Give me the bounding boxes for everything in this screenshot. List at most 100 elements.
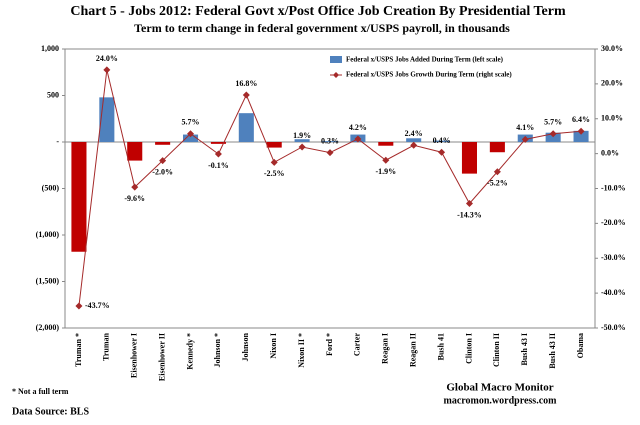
x-tick-label: Bush 43 II — [548, 333, 557, 369]
bar — [322, 141, 338, 142]
marker — [549, 130, 557, 138]
y2-tick-label: 30.0% — [601, 44, 623, 53]
bar — [266, 142, 282, 148]
y2-tick-label: -40.0% — [601, 288, 626, 297]
marker — [131, 183, 139, 191]
marker — [410, 141, 418, 149]
y2-tick-label: -20.0% — [601, 218, 626, 227]
data-label: 4.2% — [349, 123, 367, 132]
x-tick-label: Ford * — [325, 333, 334, 356]
data-label: 4.1% — [516, 123, 534, 132]
x-tick-label: Johnson * — [213, 333, 222, 367]
y2-tick-label: -50.0% — [601, 323, 626, 332]
data-label: -14.3% — [457, 210, 482, 219]
marker — [159, 157, 167, 165]
bar — [210, 142, 226, 144]
y2-tick-label: -30.0% — [601, 253, 626, 262]
bar — [71, 142, 87, 252]
data-label: 24.0% — [96, 54, 118, 63]
data-label: 0.3% — [321, 136, 339, 145]
y-tick-label: - — [56, 137, 59, 146]
bar — [182, 134, 199, 142]
bar — [461, 142, 478, 174]
legend-label: Federal x/USPS Jobs Added During Term (l… — [346, 56, 504, 64]
x-tick-label: Clinton II — [492, 333, 501, 367]
data-label: 6.4% — [572, 115, 590, 124]
data-label: 5.7% — [182, 118, 200, 127]
marker — [270, 158, 278, 166]
data-label: -5.2% — [487, 179, 508, 188]
y-tick-label: (500) — [42, 183, 60, 192]
marker — [577, 127, 585, 135]
bar — [238, 113, 254, 142]
marker — [465, 199, 473, 207]
marker — [298, 143, 306, 151]
data-label: 1.9% — [293, 131, 311, 140]
marker — [382, 156, 390, 164]
data-label: -1.9% — [375, 167, 396, 176]
y2-tick-label: 0.0% — [601, 148, 619, 157]
x-tick-label: Eisenhower I — [130, 333, 139, 378]
data-label: 2.4% — [405, 129, 423, 138]
x-tick-label: Obama — [576, 333, 585, 358]
bar — [127, 142, 143, 161]
x-tick-label: Carter — [353, 333, 362, 357]
legend-swatch — [333, 72, 339, 78]
data-label: -9.6% — [124, 194, 145, 203]
y2-tick-label: 20.0% — [601, 79, 623, 88]
bar — [489, 142, 505, 153]
marker — [493, 168, 501, 176]
legend-swatch — [330, 56, 342, 63]
y-tick-label: (2,000) — [36, 323, 60, 332]
source: Data Source: BLS — [12, 406, 89, 417]
x-tick-label: Truman — [102, 332, 111, 360]
marker — [354, 135, 362, 143]
bar — [294, 139, 310, 142]
bar — [545, 132, 561, 142]
x-tick-label: Clinton I — [464, 333, 473, 364]
data-label: 5.7% — [544, 118, 562, 127]
x-tick-label: Reagan II — [409, 333, 418, 367]
data-label: -2.5% — [264, 169, 285, 178]
marker — [326, 149, 334, 157]
bar — [99, 97, 115, 142]
marker — [75, 302, 83, 310]
marker — [242, 91, 250, 99]
data-label: -43.7% — [85, 301, 110, 310]
x-tick-label: Truman * — [74, 333, 83, 367]
x-tick-label: Nixon II * — [297, 333, 306, 368]
y2-tick-label: 10.0% — [601, 114, 623, 123]
bar — [573, 130, 589, 142]
x-tick-label: Eisenhower II — [157, 333, 166, 381]
x-tick-label: Johnson — [241, 332, 250, 361]
legend-label: Federal x/USPS Jobs Growth During Term (… — [346, 71, 512, 79]
x-tick-label: Bush 43 I — [520, 333, 529, 365]
chart-title: Chart 5 - Jobs 2012: Federal Govt x/Post… — [70, 4, 566, 19]
data-label: -0.1% — [208, 161, 229, 170]
data-label: -2.0% — [152, 167, 173, 176]
marker — [521, 135, 529, 143]
credit: macromon.wordpress.com — [444, 395, 558, 406]
marker — [103, 66, 111, 74]
bar — [378, 142, 394, 146]
bar — [406, 138, 422, 142]
marker — [214, 150, 222, 158]
x-tick-label: Kennedy * — [185, 333, 194, 370]
y-tick-label: 1,000 — [41, 44, 59, 53]
footnote: * Not a full term — [12, 387, 69, 396]
chart-subtitle: Term to term change in federal governmen… — [134, 21, 510, 35]
bar — [155, 142, 171, 145]
x-tick-label: Nixon I — [269, 333, 278, 359]
data-label: 0.4% — [433, 136, 451, 145]
marker — [438, 148, 446, 156]
bar — [434, 140, 450, 142]
marker — [187, 130, 195, 138]
y-tick-label: (1,500) — [36, 276, 60, 285]
credit: Global Macro Monitor — [446, 382, 553, 394]
x-tick-label: Reagan I — [381, 333, 390, 364]
y2-tick-label: -10.0% — [601, 183, 626, 192]
data-label: 16.8% — [235, 79, 257, 88]
x-tick-label: Bush 41 — [436, 333, 445, 360]
